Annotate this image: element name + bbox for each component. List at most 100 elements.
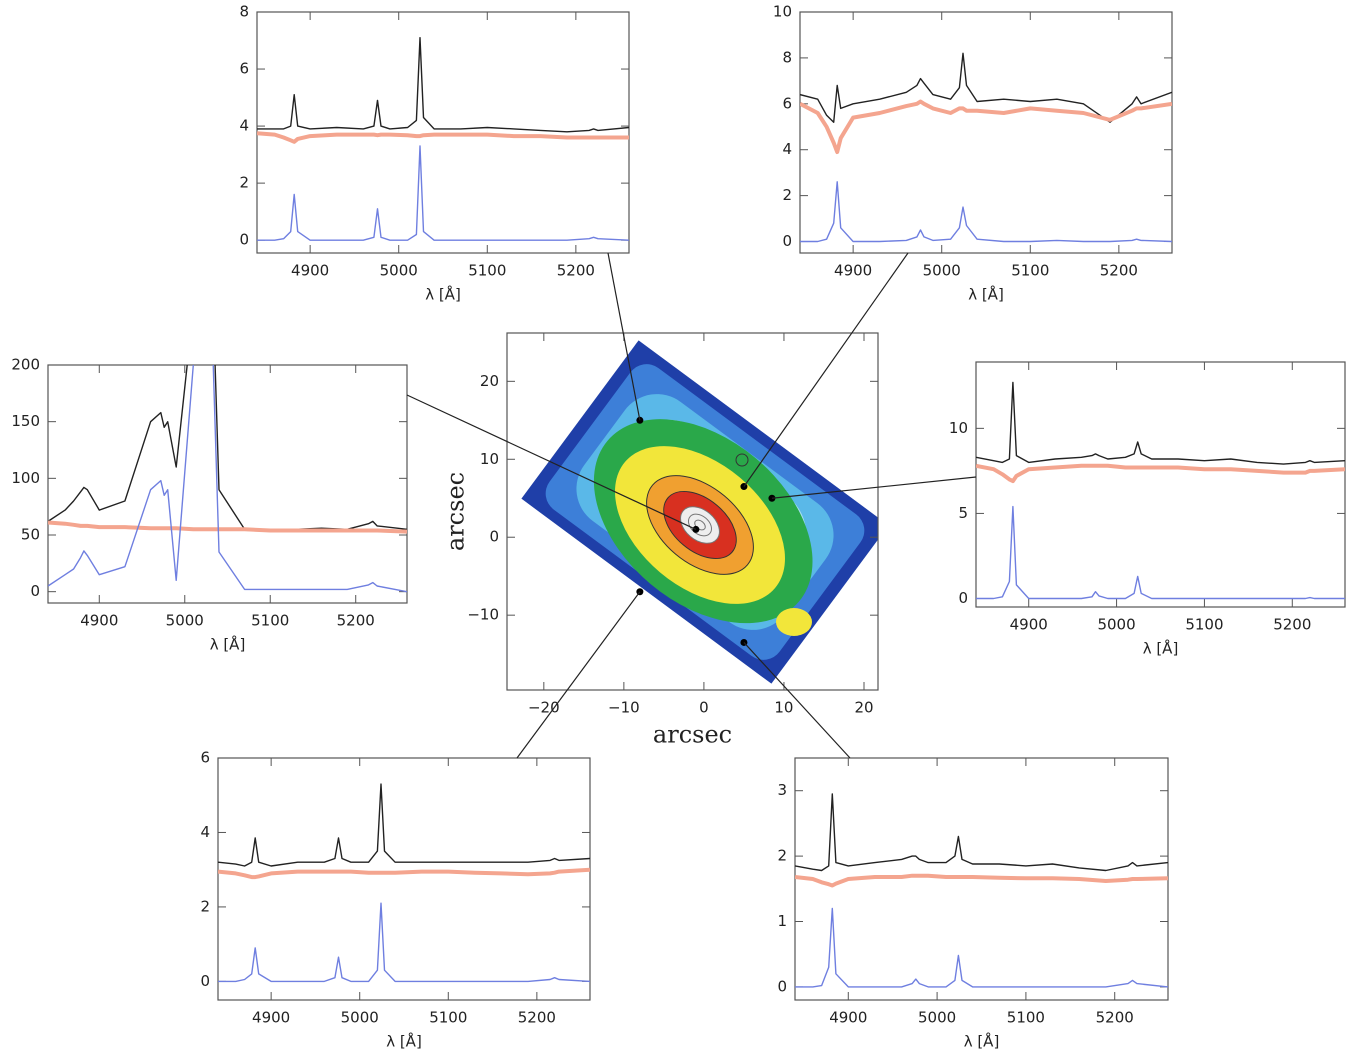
leader-line — [516, 591, 641, 759]
y-tick-label: 10 — [480, 450, 499, 468]
x-axis-label: λ [Å] — [386, 1032, 422, 1051]
spectrum-line — [257, 145, 629, 241]
y-tick-label: 6 — [200, 749, 210, 767]
x-tick-label: 20 — [854, 699, 873, 717]
spectrum-line — [795, 793, 1168, 872]
y-tick-label: 0 — [782, 232, 792, 250]
spectrum-line — [800, 181, 1172, 243]
x-tick-label: 10 — [774, 699, 793, 717]
y-tick-label: 6 — [239, 60, 249, 78]
spectrum-line — [257, 37, 629, 133]
x-tick-label: 5200 — [337, 612, 375, 630]
x-axis-label: λ [Å] — [964, 1032, 1000, 1051]
leader-line — [743, 252, 909, 487]
x-tick-label: 5200 — [1096, 1009, 1134, 1027]
x-tick-label: 5100 — [1185, 616, 1223, 634]
spectrum-line — [48, 365, 407, 593]
y-tick-label: 2 — [200, 897, 210, 915]
spectrum-line — [257, 131, 629, 144]
y-tick-label: 8 — [239, 3, 249, 21]
x-tick-label: 5000 — [166, 612, 204, 630]
spectrum-line — [795, 873, 1168, 888]
x-tick-label: 4900 — [829, 1009, 867, 1027]
spectrum-line — [800, 99, 1172, 154]
y-tick-label: 20 — [480, 372, 499, 390]
y-tick-label: −10 — [467, 606, 499, 624]
x-tick-label: 4900 — [291, 262, 329, 280]
y-tick-label: 0 — [777, 977, 787, 995]
y-tick-label: 2 — [239, 174, 249, 192]
y-tick-label: 10 — [773, 3, 792, 21]
x-tick-label: 4900 — [80, 612, 118, 630]
map-layer — [776, 608, 812, 636]
y-tick-label: 4 — [200, 823, 210, 841]
plot-frame — [506, 332, 879, 691]
x-axis-label: λ [Å] — [425, 285, 461, 304]
x-tick-label: 5100 — [1007, 1009, 1045, 1027]
x-tick-label: 5100 — [1011, 262, 1049, 280]
y-tick-label: 0 — [958, 589, 968, 607]
y-tick-label: 2 — [782, 186, 792, 204]
x-tick-label: 5000 — [380, 262, 418, 280]
x-tick-label: 5000 — [341, 1009, 379, 1027]
y-tick-label: 100 — [11, 469, 40, 487]
x-tick-label: 4900 — [252, 1009, 290, 1027]
x-axis-label: arcsec — [653, 721, 732, 749]
y-tick-label: 4 — [782, 140, 792, 158]
plot-frame — [799, 11, 1173, 254]
y-tick-label: 150 — [11, 412, 40, 430]
intensity-map — [521, 340, 878, 684]
x-tick-label: 5200 — [1100, 262, 1138, 280]
y-axis-label: arcsec — [442, 472, 470, 551]
spectrum-line — [795, 907, 1168, 988]
x-tick-label: 4900 — [834, 262, 872, 280]
y-tick-label: 8 — [782, 48, 792, 66]
leader-line — [771, 476, 977, 499]
spectrum-line — [976, 463, 1345, 484]
y-tick-label: 10 — [949, 419, 968, 437]
spectrum-line — [218, 867, 590, 880]
leader-line — [607, 252, 641, 421]
x-tick-label: 5200 — [1273, 616, 1311, 634]
x-tick-label: 5000 — [1097, 616, 1135, 634]
spectrum-line — [218, 783, 590, 867]
leader-line — [743, 642, 851, 759]
x-tick-label: 5200 — [518, 1009, 556, 1027]
x-tick-label: 5200 — [557, 262, 595, 280]
plot-frame — [975, 361, 1346, 608]
x-tick-label: 5000 — [923, 262, 961, 280]
y-tick-label: 0 — [200, 972, 210, 990]
x-tick-label: −10 — [608, 699, 640, 717]
y-tick-label: 4 — [239, 117, 249, 135]
plot-frame — [47, 364, 408, 604]
x-tick-label: 5100 — [468, 262, 506, 280]
y-tick-label: 50 — [21, 526, 40, 544]
x-axis-label: λ [Å] — [210, 635, 246, 654]
spectrum-line — [218, 902, 590, 983]
y-tick-label: 2 — [777, 847, 787, 865]
x-axis-label: λ [Å] — [1143, 639, 1179, 658]
spectrum-line — [48, 520, 407, 534]
x-tick-label: 4900 — [1010, 616, 1048, 634]
spectrum-line — [976, 381, 1345, 465]
y-tick-label: 6 — [782, 94, 792, 112]
x-tick-label: 5100 — [251, 612, 289, 630]
leader-line — [406, 394, 697, 530]
y-tick-label: 0 — [239, 231, 249, 249]
x-axis-label: λ [Å] — [968, 285, 1004, 304]
y-tick-label: 0 — [30, 582, 40, 600]
plot-frame — [217, 757, 591, 1001]
map-layer — [735, 453, 749, 467]
y-tick-label: 1 — [777, 912, 787, 930]
x-tick-label: 0 — [699, 699, 709, 717]
y-tick-label: 0 — [489, 528, 499, 546]
y-tick-label: 200 — [11, 356, 40, 374]
y-tick-label: 5 — [958, 504, 968, 522]
spectrum-line — [48, 365, 407, 530]
plot-frame — [256, 11, 630, 254]
x-tick-label: 5000 — [918, 1009, 956, 1027]
y-tick-label: 3 — [777, 781, 787, 799]
spectrum-line — [976, 505, 1345, 600]
